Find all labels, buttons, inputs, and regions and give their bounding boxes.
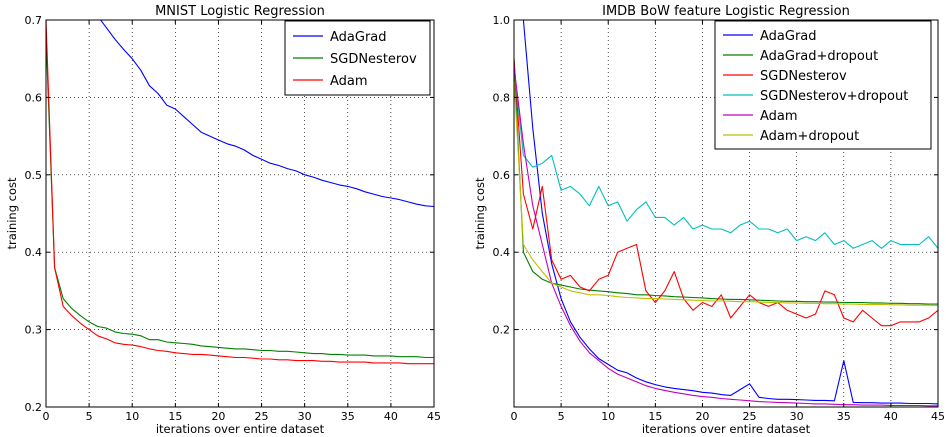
y-axis-label: training cost [5, 177, 19, 250]
panel-1: 0 5 10 15 20 25 30 35 40 45 0.2 0.3 0.4 0.5 0.6 0.7 MNIS… [5, 4, 442, 436]
panel-2: 0 5 10 15 20 25 30 35 40 45 0.2 0.4 0.6 0.8 1.0 IMDB Bo… [473, 4, 946, 436]
series-line-4 [514, 66, 938, 249]
legend-label: Adam [760, 109, 798, 124]
x-tick-label: 5 [86, 410, 93, 423]
x-axis-label: iterations over entire dataset [156, 422, 325, 436]
y-axis-label: training cost [473, 177, 487, 250]
x-tick-label: 30 [298, 410, 312, 423]
legend: AdaGrad SGDNesterov Adam [284, 20, 431, 96]
y-tick-label: 0.6 [493, 169, 511, 182]
y-tick-label: 0.2 [493, 324, 511, 337]
series-line-1 [522, 20, 938, 405]
y-tick-label: 0.2 [25, 401, 43, 414]
ticks: 0 5 10 15 20 25 30 35 40 45 0.2 0.3 0.4 0.5 0.6 0.7 [25, 14, 442, 423]
series-line-3 [46, 20, 434, 365]
ticks: 0 5 10 15 20 25 30 35 40 45 0.2 0.4 0.6 0.8 1.0 [493, 14, 946, 423]
x-tick-label: 15 [648, 410, 662, 423]
y-tick-label: 0.6 [25, 91, 43, 104]
x-tick-label: 25 [255, 410, 269, 423]
x-tick-label: 25 [743, 410, 757, 423]
y-tick-label: 0.4 [493, 246, 511, 259]
y-tick-label: 0.4 [25, 246, 43, 259]
x-tick-label: 35 [341, 410, 355, 423]
y-tick-label: 0.3 [25, 324, 43, 337]
legend-box [714, 20, 932, 150]
x-tick-label: 40 [884, 410, 898, 423]
x-tick-label: 45 [931, 410, 945, 423]
legend-label: AdaGrad [330, 30, 387, 45]
series-line-5 [514, 66, 938, 407]
series-line-2 [514, 58, 938, 305]
legend: AdaGrad AdaGrad+dropout SGDNesterov SGDNest… [714, 20, 932, 150]
x-tick-label: 45 [427, 410, 441, 423]
x-axis-label: iterations over entire dataset [642, 422, 811, 436]
chart-title: MNIST Logistic Regression [155, 4, 325, 19]
series-group [46, 20, 434, 365]
series-line-3 [514, 58, 938, 327]
x-tick-label: 20 [695, 410, 709, 423]
x-tick-label: 0 [43, 410, 50, 423]
x-tick-label: 30 [790, 410, 804, 423]
y-tick-label: 0.7 [25, 14, 43, 27]
series-group [514, 20, 938, 407]
x-tick-label: 35 [837, 410, 851, 423]
y-tick-label: 0.5 [25, 169, 43, 182]
legend-label: AdaGrad [760, 29, 817, 44]
y-tick-label: 0.8 [493, 91, 511, 104]
x-tick-label: 10 [125, 410, 139, 423]
x-tick-label: 40 [384, 410, 398, 423]
x-tick-label: 0 [511, 410, 518, 423]
y-tick-label: 1.0 [493, 14, 511, 27]
legend-label: SGDNesterov [330, 52, 417, 67]
x-tick-label: 10 [601, 410, 615, 423]
legend-label: Adam [330, 74, 368, 89]
x-tick-label: 20 [211, 410, 225, 423]
legend-label: SGDNesterov+dropout [760, 89, 908, 104]
x-tick-label: 5 [558, 410, 565, 423]
series-line-1 [99, 20, 434, 208]
chart-title: IMDB BoW feature Logistic Regression [602, 4, 850, 19]
legend-label: SGDNesterov [760, 69, 847, 84]
legend-label: Adam+dropout [760, 129, 859, 144]
plot-frame [513, 19, 939, 408]
series-line-2 [46, 35, 434, 359]
series-line-6 [514, 78, 938, 307]
x-tick-label: 15 [168, 410, 182, 423]
legend-label: AdaGrad+dropout [760, 49, 878, 64]
plot-frame [45, 19, 435, 408]
